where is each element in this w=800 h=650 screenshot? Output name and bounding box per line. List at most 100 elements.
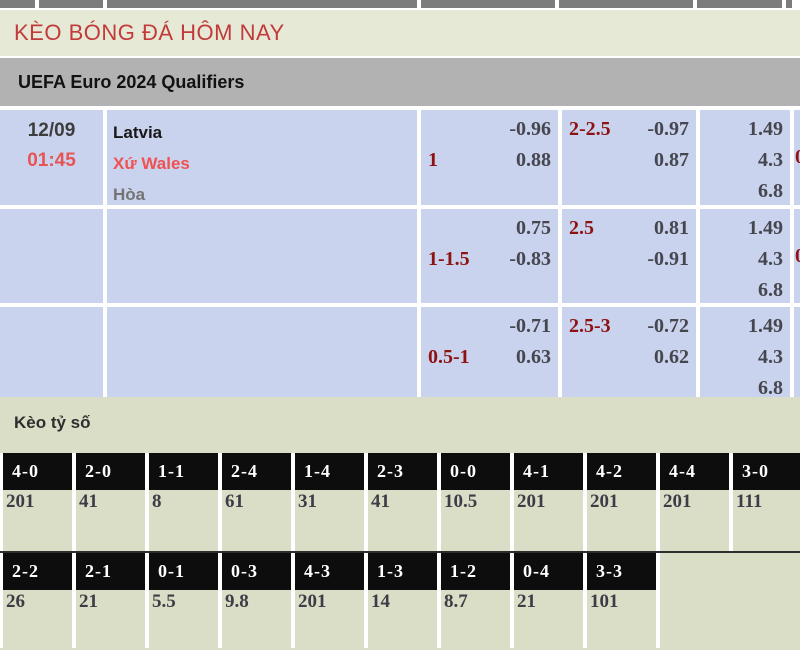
score-odds-cell[interactable]: 41 — [76, 490, 145, 551]
score-odds-cell[interactable]: 201 — [587, 490, 656, 551]
score-odds-cell[interactable]: 201 — [3, 490, 72, 551]
score-column: 2-1 21 — [76, 553, 145, 648]
clipped-column-cell: 0 — [794, 209, 800, 303]
handicap-odds-cell-row1[interactable]: -0.96 1 0.88 — [421, 110, 558, 205]
score-odds-cell[interactable]: 8.7 — [441, 590, 510, 648]
correct-score-title: Kèo tỷ số — [14, 413, 91, 432]
score-odds-cell[interactable]: 9.8 — [222, 590, 291, 648]
score-odds-cell[interactable]: 111 — [733, 490, 800, 551]
score-odds-cell[interactable]: 5.5 — [149, 590, 218, 648]
draw-odds[interactable]: 4.3 — [758, 149, 783, 171]
total-odds-top[interactable]: -0.72 — [647, 315, 689, 337]
total-odds-top[interactable]: -0.97 — [647, 118, 689, 140]
league-header-bar[interactable]: UEFA Euro 2024 Qualifiers — [0, 58, 800, 106]
scoreline-cell[interactable]: 2-1 — [76, 553, 145, 590]
score-column: 0-4 21 — [514, 553, 583, 648]
scoreline-cell[interactable]: 2-3 — [368, 453, 437, 490]
score-column: 1-4 31 — [295, 453, 364, 551]
scoreline-cell[interactable]: 1-4 — [295, 453, 364, 490]
score-column: 4-1 201 — [514, 453, 583, 551]
score-odds-cell[interactable]: 41 — [368, 490, 437, 551]
empty-cell — [0, 307, 103, 397]
score-odds-cell[interactable]: 31 — [295, 490, 364, 551]
score-column: 2-2 26 — [3, 553, 72, 648]
score-column: 2-3 41 — [368, 453, 437, 551]
scoreline-cell[interactable]: 2-0 — [76, 453, 145, 490]
total-odds-cell-row3[interactable]: 2.5-3 -0.72 0.62 — [562, 307, 696, 397]
win-odds[interactable]: 1.49 — [748, 217, 783, 239]
match-date: 12/09 — [27, 120, 76, 141]
score-odds-cell[interactable]: 101 — [587, 590, 656, 648]
score-odds-cell[interactable]: 10.5 — [441, 490, 510, 551]
handicap-odds-bottom[interactable]: -0.83 — [509, 248, 551, 270]
scoreline-cell[interactable]: 2-2 — [3, 553, 72, 590]
lose-odds[interactable]: 6.8 — [758, 377, 783, 397]
scoreline-cell[interactable]: 0-3 — [222, 553, 291, 590]
scoreline-cell[interactable]: 4-1 — [514, 453, 583, 490]
handicap-odds-top[interactable]: -0.71 — [509, 315, 551, 337]
score-odds-cell[interactable]: 201 — [295, 590, 364, 648]
scoreline-cell[interactable]: 4-0 — [3, 453, 72, 490]
scoreline-cell[interactable]: 4-2 — [587, 453, 656, 490]
scoreline-cell[interactable]: 1-2 — [441, 553, 510, 590]
scoreline-cell[interactable]: 4-4 — [660, 453, 729, 490]
scoreline-cell[interactable]: 0-0 — [441, 453, 510, 490]
score-column: 0-0 10.5 — [441, 453, 510, 551]
correct-score-row-1: 4-0 201 2-0 41 1-1 8 2-4 61 1-4 31 2-3 4… — [0, 453, 800, 551]
correct-score-row-2: 2-2 26 2-1 21 0-1 5.5 0-3 9.8 4-3 201 1-… — [0, 551, 800, 648]
1x2-odds-cell-row2[interactable]: 1.49 4.3 6.8 — [700, 209, 790, 303]
lose-odds[interactable]: 6.8 — [758, 279, 783, 301]
score-odds-cell[interactable]: 26 — [3, 590, 72, 648]
scoreline-cell[interactable]: 2-4 — [222, 453, 291, 490]
handicap-line-label: 1 — [428, 149, 438, 171]
score-column: 0-1 5.5 — [149, 553, 218, 648]
1x2-odds-cell-row1[interactable]: 1.49 4.3 6.8 — [700, 110, 790, 205]
match-time: 01:45 — [27, 150, 76, 171]
total-odds-bottom[interactable]: -0.91 — [647, 248, 689, 270]
match-odds-table: 12/09 01:45 Latvia Xứ Wales Hòa -0.96 1 0… — [0, 110, 800, 397]
draw-odds[interactable]: 4.3 — [758, 248, 783, 270]
scoreline-cell[interactable]: 4-3 — [295, 553, 364, 590]
scoreline-cell[interactable]: 3-3 — [587, 553, 656, 590]
total-odds-cell-row1[interactable]: 2-2.5 -0.97 0.87 — [562, 110, 696, 205]
score-odds-cell[interactable]: 21 — [514, 590, 583, 648]
lose-odds[interactable]: 6.8 — [758, 180, 783, 202]
scoreline-cell[interactable]: 1-3 — [368, 553, 437, 590]
score-odds-cell[interactable]: 8 — [149, 490, 218, 551]
score-column: 3-0 111 — [733, 453, 800, 551]
handicap-odds-cell-row2[interactable]: 0.75 1-1.5 -0.83 — [421, 209, 558, 303]
score-odds-cell[interactable]: 14 — [368, 590, 437, 648]
total-odds-cell-row2[interactable]: 2.5 0.81 -0.91 — [562, 209, 696, 303]
divider — [0, 56, 800, 58]
total-odds-top[interactable]: 0.81 — [654, 217, 689, 239]
1x2-odds-cell-row3[interactable]: 1.49 4.3 6.8 — [700, 307, 790, 397]
correct-score-table: 4-0 201 2-0 41 1-1 8 2-4 61 1-4 31 2-3 4… — [0, 453, 800, 648]
handicap-odds-cell-row3[interactable]: -0.71 0.5-1 0.63 — [421, 307, 558, 397]
draw-odds[interactable]: 4.3 — [758, 346, 783, 368]
scoreline-cell[interactable]: 3-0 — [733, 453, 800, 490]
strip-segment — [39, 0, 103, 8]
empty-cell — [107, 209, 417, 303]
score-odds-cell[interactable]: 201 — [660, 490, 729, 551]
score-column: 2-0 41 — [76, 453, 145, 551]
total-odds-bottom[interactable]: 0.87 — [654, 149, 689, 171]
score-odds-cell[interactable]: 201 — [514, 490, 583, 551]
win-odds[interactable]: 1.49 — [748, 118, 783, 140]
strip-segment — [559, 0, 693, 8]
scoreline-cell[interactable]: 0-4 — [514, 553, 583, 590]
page-title-bar: KÈO BÓNG ĐÁ HÔM NAY — [0, 10, 800, 56]
total-odds-bottom[interactable]: 0.62 — [654, 346, 689, 368]
win-odds[interactable]: 1.49 — [748, 315, 783, 337]
scoreline-cell[interactable]: 1-1 — [149, 453, 218, 490]
strip-segment — [697, 0, 782, 8]
handicap-odds-bottom[interactable]: 0.88 — [516, 149, 551, 171]
handicap-odds-bottom[interactable]: 0.63 — [516, 346, 551, 368]
empty-cell — [0, 209, 103, 303]
scoreline-cell[interactable]: 0-1 — [149, 553, 218, 590]
total-line-label: 2-2.5 — [569, 118, 611, 140]
score-odds-cell[interactable]: 61 — [222, 490, 291, 551]
clipped-column-cell: 0 — [794, 110, 800, 205]
handicap-odds-top[interactable]: 0.75 — [516, 217, 551, 239]
handicap-odds-top[interactable]: -0.96 — [509, 118, 551, 140]
score-odds-cell[interactable]: 21 — [76, 590, 145, 648]
